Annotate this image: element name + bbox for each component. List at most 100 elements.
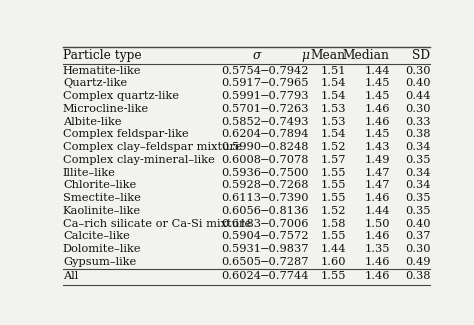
- Text: Particle type: Particle type: [63, 49, 142, 62]
- Text: 0.44: 0.44: [405, 91, 430, 101]
- Text: σ: σ: [253, 49, 261, 62]
- Text: −0.9837: −0.9837: [260, 244, 309, 254]
- Text: Chlorite–like: Chlorite–like: [63, 180, 136, 190]
- Text: 1.46: 1.46: [365, 257, 390, 267]
- Text: 1.57: 1.57: [320, 155, 346, 165]
- Text: 0.38: 0.38: [405, 129, 430, 139]
- Text: 0.6056: 0.6056: [221, 206, 261, 216]
- Text: 1.53: 1.53: [320, 104, 346, 114]
- Text: 1.51: 1.51: [320, 66, 346, 75]
- Text: 1.43: 1.43: [365, 142, 390, 152]
- Text: 1.46: 1.46: [365, 193, 390, 203]
- Text: 0.6024: 0.6024: [221, 271, 261, 281]
- Text: Calcite–like: Calcite–like: [63, 231, 130, 241]
- Text: 0.5928: 0.5928: [221, 180, 261, 190]
- Text: 0.30: 0.30: [405, 104, 430, 114]
- Text: −0.7894: −0.7894: [260, 129, 309, 139]
- Text: 1.45: 1.45: [365, 129, 390, 139]
- Text: 1.54: 1.54: [320, 129, 346, 139]
- Text: −0.7078: −0.7078: [260, 155, 309, 165]
- Text: Microcline-like: Microcline-like: [63, 104, 149, 114]
- Text: 1.46: 1.46: [365, 231, 390, 241]
- Text: −0.7006: −0.7006: [260, 219, 309, 229]
- Text: 0.5991: 0.5991: [221, 91, 261, 101]
- Text: 1.55: 1.55: [320, 180, 346, 190]
- Text: 1.55: 1.55: [320, 271, 346, 281]
- Text: 0.49: 0.49: [405, 257, 430, 267]
- Text: 0.30: 0.30: [405, 244, 430, 254]
- Text: −0.7500: −0.7500: [260, 168, 309, 178]
- Text: Complex clay-mineral–like: Complex clay-mineral–like: [63, 155, 215, 165]
- Text: 0.34: 0.34: [405, 168, 430, 178]
- Text: 1.52: 1.52: [320, 142, 346, 152]
- Text: 0.6505: 0.6505: [221, 257, 261, 267]
- Text: Kaolinite–like: Kaolinite–like: [63, 206, 141, 216]
- Text: 1.55: 1.55: [320, 193, 346, 203]
- Text: 1.44: 1.44: [320, 244, 346, 254]
- Text: 1.55: 1.55: [320, 168, 346, 178]
- Text: Complex clay–feldspar mixture: Complex clay–feldspar mixture: [63, 142, 242, 152]
- Text: 1.60: 1.60: [320, 257, 346, 267]
- Text: 0.6008: 0.6008: [221, 155, 261, 165]
- Text: SD: SD: [412, 49, 430, 62]
- Text: 1.47: 1.47: [365, 180, 390, 190]
- Text: Complex feldspar-like: Complex feldspar-like: [63, 129, 189, 139]
- Text: −0.7287: −0.7287: [260, 257, 309, 267]
- Text: Hematite-like: Hematite-like: [63, 66, 141, 75]
- Text: −0.7942: −0.7942: [260, 66, 309, 75]
- Text: 1.45: 1.45: [365, 78, 390, 88]
- Text: Ca–rich silicate or Ca-Si mixture: Ca–rich silicate or Ca-Si mixture: [63, 219, 251, 229]
- Text: −0.7572: −0.7572: [260, 231, 309, 241]
- Text: 1.44: 1.44: [365, 66, 390, 75]
- Text: 0.34: 0.34: [405, 142, 430, 152]
- Text: Median: Median: [343, 49, 390, 62]
- Text: 0.40: 0.40: [405, 219, 430, 229]
- Text: 0.5904: 0.5904: [221, 231, 261, 241]
- Text: 0.5990: 0.5990: [221, 142, 261, 152]
- Text: 1.55: 1.55: [320, 231, 346, 241]
- Text: 0.37: 0.37: [405, 231, 430, 241]
- Text: 1.46: 1.46: [365, 104, 390, 114]
- Text: −0.7268: −0.7268: [260, 180, 309, 190]
- Text: −0.7390: −0.7390: [260, 193, 309, 203]
- Text: μ: μ: [301, 49, 309, 62]
- Text: 1.44: 1.44: [365, 206, 390, 216]
- Text: 0.33: 0.33: [405, 117, 430, 127]
- Text: 0.5754: 0.5754: [221, 66, 261, 75]
- Text: All: All: [63, 271, 78, 281]
- Text: Gypsum–like: Gypsum–like: [63, 257, 136, 267]
- Text: −0.8248: −0.8248: [260, 142, 309, 152]
- Text: Quartz-like: Quartz-like: [63, 78, 127, 88]
- Text: 1.50: 1.50: [365, 219, 390, 229]
- Text: Dolomite–like: Dolomite–like: [63, 244, 141, 254]
- Text: 1.58: 1.58: [320, 219, 346, 229]
- Text: 1.52: 1.52: [320, 206, 346, 216]
- Text: 0.35: 0.35: [405, 206, 430, 216]
- Text: Albite-like: Albite-like: [63, 117, 121, 127]
- Text: −0.7744: −0.7744: [260, 271, 309, 281]
- Text: 1.54: 1.54: [320, 78, 346, 88]
- Text: 1.49: 1.49: [365, 155, 390, 165]
- Text: 0.30: 0.30: [405, 66, 430, 75]
- Text: 1.47: 1.47: [365, 168, 390, 178]
- Text: Complex quartz-like: Complex quartz-like: [63, 91, 179, 101]
- Text: 0.5917: 0.5917: [221, 78, 261, 88]
- Text: 0.6113: 0.6113: [221, 193, 261, 203]
- Text: 0.5936: 0.5936: [221, 168, 261, 178]
- Text: 0.40: 0.40: [405, 78, 430, 88]
- Text: 0.34: 0.34: [405, 180, 430, 190]
- Text: 1.35: 1.35: [365, 244, 390, 254]
- Text: −0.7965: −0.7965: [260, 78, 309, 88]
- Text: 0.5701: 0.5701: [221, 104, 261, 114]
- Text: −0.8136: −0.8136: [260, 206, 309, 216]
- Text: 0.35: 0.35: [405, 193, 430, 203]
- Text: −0.7493: −0.7493: [260, 117, 309, 127]
- Text: Illite–like: Illite–like: [63, 168, 116, 178]
- Text: 0.5852: 0.5852: [221, 117, 261, 127]
- Text: 1.53: 1.53: [320, 117, 346, 127]
- Text: −0.7793: −0.7793: [260, 91, 309, 101]
- Text: −0.7263: −0.7263: [260, 104, 309, 114]
- Text: 0.35: 0.35: [405, 155, 430, 165]
- Text: 0.38: 0.38: [405, 271, 430, 281]
- Text: 1.46: 1.46: [365, 271, 390, 281]
